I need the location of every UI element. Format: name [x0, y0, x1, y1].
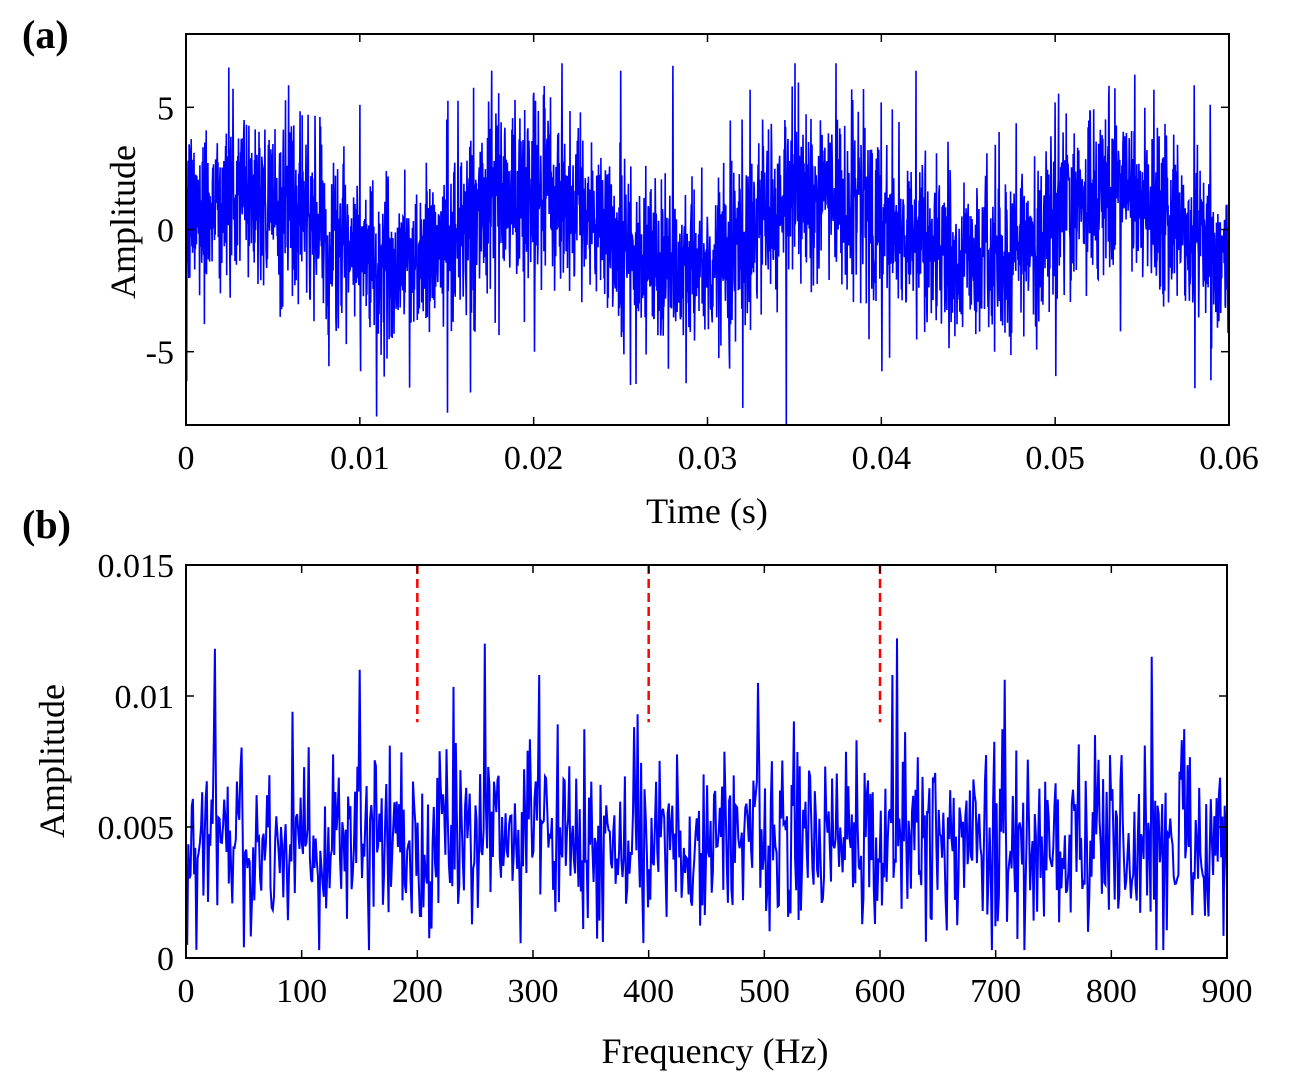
y-tick-label-b: 0.005 — [98, 810, 175, 847]
x-tick-label-a: 0.05 — [1025, 440, 1085, 477]
y-tick-label-b: 0.01 — [115, 679, 175, 716]
plot-frame-a — [185, 33, 1230, 426]
x-tick-label-b: 0 — [178, 973, 195, 1010]
x-tick-label-b: 300 — [508, 973, 559, 1010]
plot-frame-b — [185, 564, 1228, 959]
signal-line — [186, 63, 1229, 425]
x-axis-title-a: Time (s) — [646, 491, 768, 531]
y-axis-title-a: Amplitude — [103, 145, 143, 299]
panel-label-a: (a) — [22, 12, 69, 57]
spectrum-line — [185, 638, 1228, 951]
panel-b: (b) 0 100 200 300 400 500 600 700 800 900 0 0.005 0.… — [22, 502, 1253, 1071]
axes-ticks-a: 0 0.01 0.02 0.03 0.04 0.05 0.06 -5 0 5 — [146, 34, 1259, 477]
x-tick-label-a: 0.02 — [504, 440, 564, 477]
y-tick-label-b: 0.015 — [98, 548, 175, 585]
x-tick-label-b: 400 — [623, 973, 674, 1010]
x-tick-label-a: 0.06 — [1199, 440, 1259, 477]
y-axis-title-b: Amplitude — [32, 684, 72, 838]
spectrum-series — [185, 638, 1228, 951]
panel-label-b: (b) — [22, 502, 71, 547]
x-tick-label-a: 0.01 — [330, 440, 390, 477]
x-tick-label-a: 0.04 — [852, 440, 912, 477]
x-axis-title-b: Frequency (Hz) — [602, 1031, 829, 1071]
x-tick-label-b: 700 — [970, 973, 1021, 1010]
x-tick-label-a: 0.03 — [678, 440, 738, 477]
x-tick-label-b: 900 — [1202, 973, 1253, 1010]
x-tick-label-b: 800 — [1086, 973, 1137, 1010]
x-tick-label-b: 500 — [739, 973, 790, 1010]
x-tick-label-b: 200 — [392, 973, 443, 1010]
y-tick-label-a: 5 — [157, 90, 174, 127]
y-tick-label-b: 0 — [157, 941, 174, 978]
reference-lines — [416, 565, 882, 723]
y-tick-label-a: 0 — [157, 213, 174, 250]
time-signal-series — [186, 63, 1229, 425]
panel-a: (a) 0 0.01 0.02 0.03 0.04 0.05 0.06 -5 0 5 Time (… — [22, 12, 1259, 531]
x-tick-label-b: 100 — [276, 973, 327, 1010]
axes-ticks-b: 0 100 200 300 400 500 600 700 800 900 0 0.005 0.01 0.… — [98, 548, 1253, 1010]
x-tick-label-a: 0 — [178, 440, 195, 477]
y-tick-label-a: -5 — [146, 335, 174, 372]
x-tick-label-b: 600 — [855, 973, 906, 1010]
